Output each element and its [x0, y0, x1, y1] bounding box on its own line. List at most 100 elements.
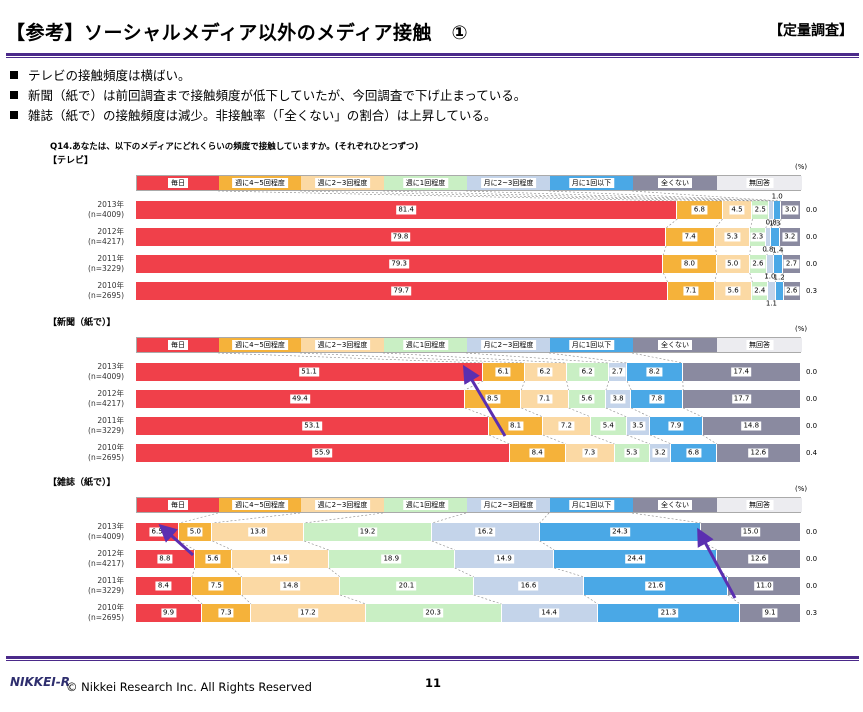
bar-segment: 2.7: [608, 363, 628, 381]
year-text: 2012年: [97, 549, 124, 558]
bar-value-label: 7.3: [218, 608, 234, 618]
connector-line: [701, 540, 718, 551]
legend-item: 週に2~3回程度: [301, 176, 384, 190]
bullet-text: テレビの接触頻度は横ばい。: [28, 68, 191, 83]
year-label: 2012年 (n=4217): [60, 389, 124, 409]
connector-line: [464, 407, 490, 418]
bar-value-label: 3.2: [782, 232, 798, 242]
bar-value-label: 16.2: [475, 527, 496, 537]
year-text: 2012年: [97, 389, 124, 398]
bar-value-label: 14.8: [280, 581, 301, 591]
legend-label: 週に4~5回程度: [232, 178, 288, 188]
bar-value-label: 5.4: [600, 421, 616, 431]
connector-line: [749, 272, 753, 283]
bar-value-label: 19.2: [357, 527, 378, 537]
no-answer-value: 0.0: [806, 233, 818, 241]
year-text: 2010年: [97, 281, 124, 290]
year-text: 2013年: [97, 522, 124, 531]
no-answer-value: 0.3: [806, 609, 818, 617]
year-label: 2011年 (n=3229): [60, 254, 124, 274]
sample-size-text: (n=4217): [88, 237, 124, 246]
stacked-bar: 51.1 6.1 6.2 6.2 2.7 8.2 17.4: [136, 363, 801, 381]
connector-line: [340, 594, 367, 605]
page-number: 11: [425, 676, 442, 690]
bar-value-label: 6.2: [579, 367, 595, 377]
bar-segment: 8.0: [663, 255, 717, 273]
legend-item: 毎日: [137, 498, 219, 512]
bar-segment: 1.3: [769, 220, 780, 246]
bar-segment: 19.2: [304, 523, 432, 541]
sample-size-text: (n=4217): [88, 399, 124, 408]
bar-segment: 13.8: [212, 523, 305, 541]
bar-segment: 12.6: [716, 550, 801, 568]
connector-line: [548, 190, 775, 202]
bar-value-label: 24.4: [625, 554, 645, 564]
bar-value-label: 14.4: [539, 608, 559, 618]
bar-segment: 5.4: [590, 417, 627, 435]
connector-line: [631, 352, 683, 364]
stacked-bar: 9.9 7.3 17.2 20.3 14.4 21.3 9.1: [136, 604, 801, 622]
connector-line: [179, 540, 195, 551]
legend-label: 月に1回以下: [568, 500, 615, 510]
sample-size-text: (n=3229): [88, 264, 124, 273]
bar-value-label: 11.0: [754, 581, 774, 591]
unit-label: (%): [795, 325, 808, 333]
bar-segment: 5.0: [716, 255, 750, 273]
legend-item: 週に1回程度: [384, 338, 467, 352]
legend-label: 月に1回以下: [568, 340, 615, 350]
connector-line: [566, 380, 569, 391]
stacked-bar: 79.7 7.1 5.6 2.4 1.1 1.2 2.6: [136, 274, 801, 308]
connector-line: [179, 512, 219, 524]
legend-label: 無回答: [746, 340, 773, 350]
year-text: 2011年: [97, 254, 124, 263]
connector-line: [212, 512, 301, 524]
unit-label: (%): [795, 163, 808, 171]
sample-size-text: (n=3229): [88, 586, 124, 595]
connector-line: [217, 352, 484, 364]
bar-segment: 16.2: [431, 523, 540, 541]
bullet-square-icon: [10, 71, 18, 79]
bar-segment: 1.1: [766, 282, 777, 308]
bar-value-label: 4.5: [729, 205, 745, 215]
legend-item: 全くない: [633, 176, 717, 190]
bar-value-label: 18.9: [381, 554, 402, 564]
no-answer-value: 0.0: [806, 582, 818, 590]
bar-segment: 2.3: [750, 228, 766, 246]
bar-value-label: 12.6: [748, 554, 769, 564]
bar-value-label: 2.7: [609, 367, 625, 377]
legend-item: 全くない: [633, 498, 717, 512]
connector-line: [749, 245, 751, 256]
bar-value-label: 7.5: [208, 581, 224, 591]
bar-value-label: 7.1: [536, 394, 553, 404]
legend-label: 週に1回程度: [402, 178, 449, 188]
bar-segment: 5.6: [714, 282, 753, 300]
bar-segment: 12.6: [716, 444, 801, 462]
no-answer-value: 0.0: [806, 206, 818, 214]
sample-size-text: (n=4217): [88, 559, 124, 568]
connector-line: [191, 594, 203, 605]
legend-item: 週に1回程度: [384, 498, 467, 512]
bar-value-label: 7.9: [668, 421, 684, 431]
bar-value-label: 3.5: [630, 421, 646, 431]
bar-value-label: 8.2: [646, 367, 662, 377]
bar-value-label: 7.8: [649, 394, 665, 404]
no-answer-value: 0.0: [806, 528, 818, 536]
legend: 毎日 週に4~5回程度 週に2~3回程度 週に1回程度 月に2~3回程度 月に1回以下 全く…: [136, 497, 802, 513]
legend-label: 週に1回程度: [402, 500, 449, 510]
bar-segment: 6.2: [566, 363, 609, 381]
section-title: 【テレビ】: [48, 156, 94, 166]
nikkei-research-logo: NIKKEI-R: [10, 675, 70, 689]
bar-segment: 79.3: [136, 255, 664, 273]
bar-value-label: 8.8: [157, 554, 173, 564]
legend-label: 全くない: [658, 178, 692, 188]
bar-value-label: 8.5: [485, 394, 501, 404]
legend-label: 週に2~3回程度: [314, 340, 371, 350]
bar-value-label: 12.6: [748, 448, 769, 458]
bar-value-label: 6.8: [685, 448, 702, 458]
bar-segment: 1.0: [764, 255, 775, 281]
section-title: 【雑誌（紙で）】: [48, 478, 116, 488]
no-answer-value: 0.4: [806, 449, 818, 457]
year-text: 2013年: [97, 362, 124, 371]
legend-item: 月に2~3回程度: [467, 498, 550, 512]
legend-label: 週に2~3回程度: [314, 178, 371, 188]
